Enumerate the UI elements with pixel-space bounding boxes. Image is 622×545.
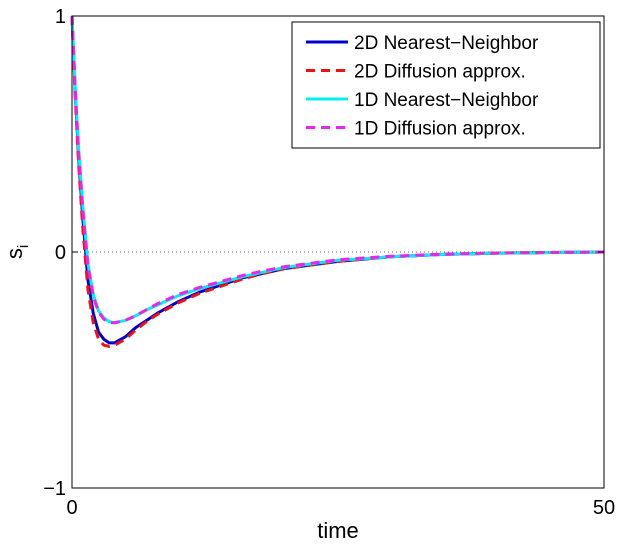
y-tick-label: 0 <box>55 242 66 264</box>
y-axis-label: si <box>2 245 32 259</box>
x-tick-label: 50 <box>593 497 615 519</box>
legend-label-4: 1D Diffusion approx. <box>354 119 526 140</box>
legend-label-1: 2D Nearest−Neighbor <box>354 33 539 54</box>
x-axis-label: time <box>317 518 359 543</box>
legend-label-2: 2D Diffusion approx. <box>354 62 526 83</box>
plot-area <box>70 15 605 348</box>
y-axis-label-subscript: i <box>15 245 32 248</box>
axis-ticks: 0 50−101 <box>43 6 615 519</box>
series-line-4 <box>70 15 605 325</box>
legend-label-3: 1D Nearest−Neighbor <box>354 90 539 111</box>
y-axis-label-main: s <box>2 248 27 259</box>
x-tick-label: 0 <box>66 497 77 519</box>
y-tick-label: −1 <box>43 478 66 500</box>
y-tick-label: 1 <box>55 6 66 28</box>
series-line-3 <box>70 15 605 325</box>
legend: 2D Nearest−Neighbor 2D Diffusion approx. 1… <box>291 21 601 149</box>
